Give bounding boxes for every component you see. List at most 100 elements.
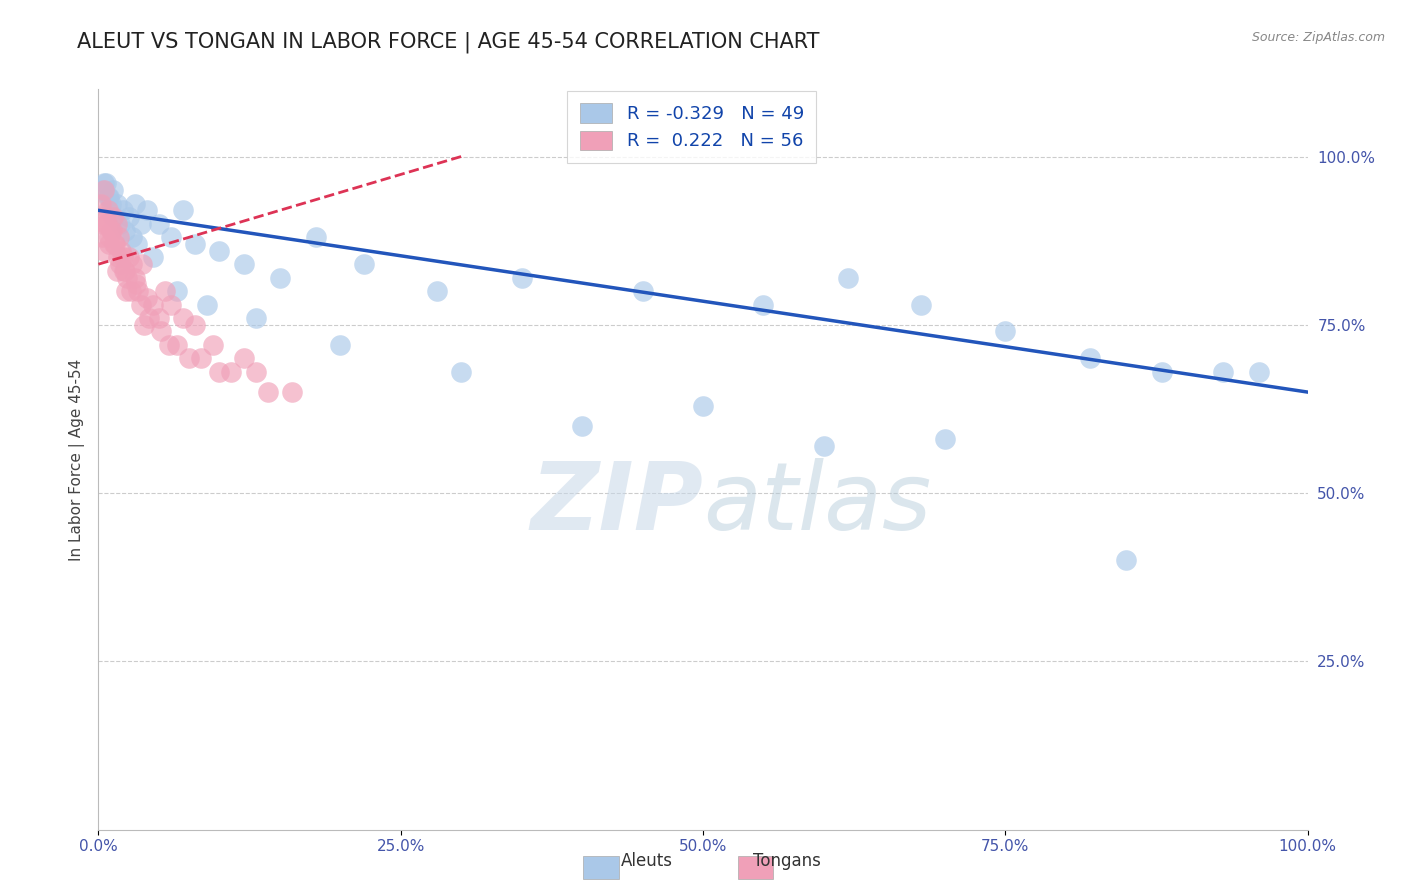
Point — [184, 237, 207, 252]
Point — [150, 325, 173, 339]
Point — [571, 418, 593, 433]
Point — [101, 183, 124, 197]
Y-axis label: In Labor Force | Age 45-54: In Labor Force | Age 45-54 — [69, 359, 84, 560]
Point — [426, 284, 449, 298]
Point — [104, 237, 127, 252]
Point — [118, 210, 141, 224]
Text: Source: ZipAtlas.com: Source: ZipAtlas.com — [1251, 31, 1385, 45]
Point — [124, 196, 146, 211]
Point — [172, 311, 194, 326]
Point — [111, 251, 134, 265]
Point — [97, 203, 120, 218]
Point — [129, 297, 152, 311]
Point — [160, 297, 183, 311]
Point — [752, 297, 775, 311]
Point — [148, 311, 170, 326]
Point — [127, 237, 149, 252]
Point — [221, 365, 243, 379]
Point — [105, 264, 128, 278]
Point — [108, 257, 131, 271]
Point — [631, 284, 654, 298]
Point — [135, 203, 157, 218]
Point — [1078, 351, 1101, 366]
Text: atlas: atlas — [703, 458, 931, 549]
Point — [91, 210, 114, 224]
Point — [98, 230, 121, 244]
Point — [112, 264, 135, 278]
Text: Tongans: Tongans — [754, 852, 821, 870]
Point — [108, 230, 131, 244]
Point — [208, 244, 231, 258]
Point — [142, 297, 165, 311]
Point — [127, 284, 149, 298]
Point — [103, 237, 125, 252]
Point — [100, 223, 122, 237]
Point — [837, 270, 859, 285]
Point — [934, 432, 956, 446]
Point — [105, 217, 128, 231]
Point — [108, 217, 131, 231]
Point — [184, 318, 207, 332]
Point — [1212, 365, 1234, 379]
Point — [157, 338, 180, 352]
Text: Aleuts: Aleuts — [621, 852, 672, 870]
Point — [160, 230, 183, 244]
Point — [135, 291, 157, 305]
Point — [269, 270, 291, 285]
Point — [208, 365, 231, 379]
Point — [125, 277, 148, 292]
Point — [100, 196, 122, 211]
Point — [190, 351, 212, 366]
Point — [100, 223, 122, 237]
Point — [93, 244, 115, 258]
Point — [114, 264, 136, 278]
Point — [1115, 553, 1137, 567]
Point — [93, 183, 115, 197]
Point — [813, 439, 835, 453]
Point — [202, 338, 225, 352]
Point — [94, 177, 117, 191]
Point — [117, 270, 139, 285]
Point — [153, 284, 176, 298]
Point — [245, 365, 267, 379]
Point — [121, 257, 143, 271]
Point — [148, 217, 170, 231]
Point — [97, 190, 120, 204]
Point — [510, 270, 533, 285]
Point — [232, 257, 254, 271]
Point — [305, 230, 328, 244]
Point — [910, 297, 932, 311]
Point — [101, 210, 124, 224]
Point — [245, 311, 267, 326]
Point — [994, 325, 1017, 339]
Point — [179, 351, 201, 366]
Point — [110, 244, 132, 258]
Point — [91, 217, 114, 231]
Point — [138, 311, 160, 326]
Point — [195, 297, 218, 311]
Point — [353, 257, 375, 271]
Text: ALEUT VS TONGAN IN LABOR FORCE | AGE 45-54 CORRELATION CHART: ALEUT VS TONGAN IN LABOR FORCE | AGE 45-… — [77, 31, 820, 53]
Point — [124, 270, 146, 285]
Point — [114, 223, 136, 237]
Point — [172, 203, 194, 218]
Point — [142, 251, 165, 265]
Point — [692, 399, 714, 413]
Point — [256, 385, 278, 400]
Point — [98, 237, 121, 252]
Point — [111, 203, 134, 218]
Point — [107, 251, 129, 265]
Text: ZIP: ZIP — [530, 458, 703, 549]
Point — [96, 217, 118, 231]
Point — [1152, 365, 1174, 379]
Point — [105, 196, 128, 211]
Point — [93, 177, 115, 191]
Point — [90, 196, 112, 211]
Point — [129, 217, 152, 231]
Point — [134, 318, 156, 332]
Point — [131, 257, 153, 271]
Point — [329, 338, 352, 352]
Point — [94, 217, 117, 231]
Point — [166, 284, 188, 298]
Point — [115, 284, 138, 298]
